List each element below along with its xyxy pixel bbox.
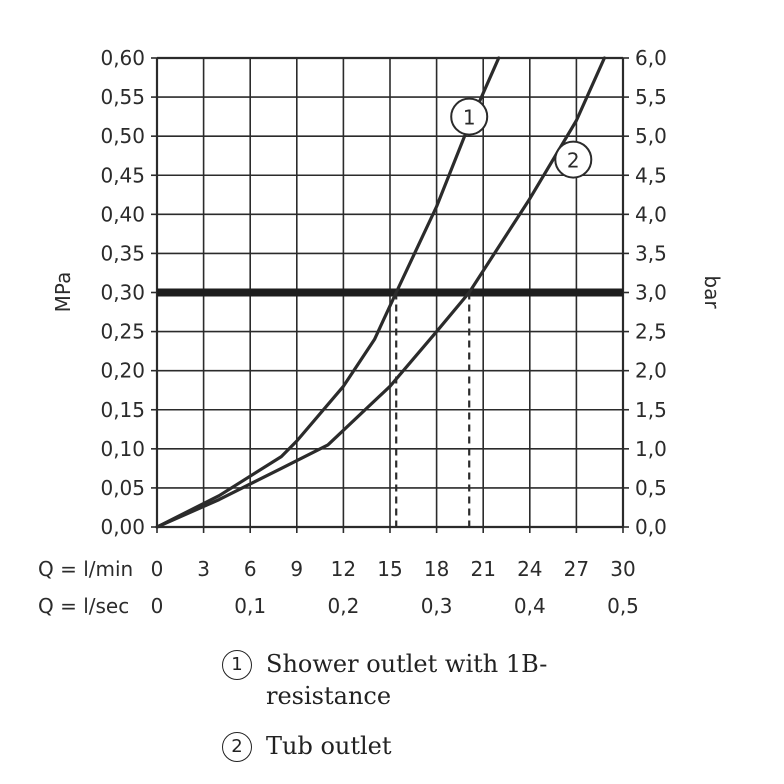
legend-text-1: Shower outlet with 1B-resistance [266, 650, 548, 710]
y-right-tick-label: 5,0 [635, 124, 667, 148]
y-right-tick-label: 3,5 [635, 241, 667, 265]
y-right-tick-label: 4,5 [635, 163, 667, 187]
series-marker-label-1: 1 [463, 106, 476, 130]
y-left-tick-label: 0,10 [100, 437, 145, 461]
x-tick-label: 3 [197, 557, 210, 581]
legend-text-2: Tub outlet [266, 732, 392, 760]
legend-number-1: 1 [222, 650, 252, 680]
x-tick-label: 0 [151, 557, 164, 581]
y-right-tick-label: 3,0 [635, 281, 667, 305]
y-left-tick-label: 0,40 [100, 202, 145, 226]
y-right-tick-label: 0,5 [635, 476, 667, 500]
y-left-tick-label: 0,35 [100, 241, 145, 265]
y-right-tick-label: 1,0 [635, 437, 667, 461]
y-left-tick-label: 0,25 [100, 320, 145, 344]
x-tick-label: 9 [290, 557, 303, 581]
x-tick-label: 12 [331, 557, 356, 581]
x-tick-label: 30 [610, 557, 635, 581]
y-left-tick-label: 0,30 [100, 281, 145, 305]
dashed-markers [395, 292, 471, 527]
y-right-tick-label: 1,5 [635, 398, 667, 422]
y-left-tick-label: 0,00 [100, 515, 145, 539]
x2-tick-label: 0 [151, 594, 164, 618]
x2-tick-label: 0,4 [514, 594, 546, 618]
x-tick-label: 6 [244, 557, 257, 581]
legend-item-1: 1 Shower outlet with 1B-resistance [222, 648, 566, 712]
y-left-tick-label: 0,50 [100, 124, 145, 148]
series-line-1 [155, 56, 501, 529]
x-axis-row1-label: Q = l/min [38, 557, 133, 581]
ticks [151, 57, 629, 533]
x-tick-label: 15 [377, 557, 402, 581]
y-right-tick-label: 2,5 [635, 320, 667, 344]
x-tick-label: 21 [470, 557, 495, 581]
y-right-tick-label: 6,0 [635, 46, 667, 70]
series-markers: 12 [450, 97, 593, 179]
series-marker-label-2: 2 [567, 149, 580, 173]
y-axis-right-label: bar [700, 275, 724, 309]
tick-labels: 0 3 6 9 12 15 18 21 24 27 300,00 0,00,05 0,50,10 1,00… [100, 46, 666, 618]
y-right-tick-label: 2,0 [635, 359, 667, 383]
y-left-tick-label: 0,05 [100, 476, 145, 500]
y-right-tick-label: 4,0 [635, 202, 667, 226]
y-axis-left-label: MPa [51, 272, 75, 313]
y-right-tick-label: 0,0 [635, 515, 667, 539]
x2-tick-label: 0,3 [421, 594, 453, 618]
y-left-tick-label: 0,45 [100, 163, 145, 187]
pressure-flow-chart: 12 0 3 6 9 12 15 18 21 24 27 300,00 0,00,05 0,50,10 1… [38, 46, 724, 618]
x2-tick-label: 0,2 [327, 594, 359, 618]
legend-number-2: 2 [222, 732, 252, 762]
x-tick-label: 18 [424, 557, 449, 581]
x-tick-label: 24 [517, 557, 542, 581]
y-left-tick-label: 0,60 [100, 46, 145, 70]
y-left-tick-label: 0,20 [100, 359, 145, 383]
y-right-tick-label: 5,5 [635, 85, 667, 109]
x2-tick-label: 0,5 [607, 594, 639, 618]
x-tick-label: 27 [564, 557, 589, 581]
series-marker-circle-2 [554, 140, 593, 179]
series-line-2 [155, 56, 607, 529]
legend-item-2: 2 Tub outlet [222, 730, 566, 762]
x2-tick-label: 0,1 [234, 594, 266, 618]
y-left-tick-label: 0,15 [100, 398, 145, 422]
y-left-tick-label: 0,55 [100, 85, 145, 109]
series-lines [155, 56, 607, 529]
x-axis-row2-label: Q = l/sec [38, 594, 129, 618]
series-marker-circle-1 [450, 97, 489, 136]
